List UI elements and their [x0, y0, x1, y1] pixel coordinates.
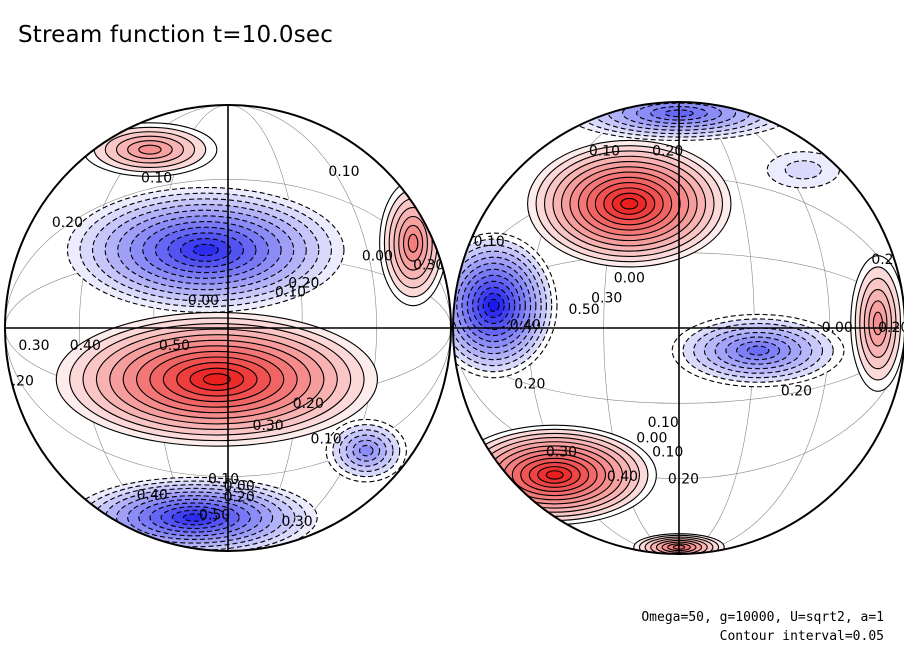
contour-line — [746, 345, 770, 356]
stream-cell — [671, 313, 845, 388]
stream-cell — [82, 122, 218, 177]
contour-label: 0.10 — [474, 234, 505, 250]
contour-label: 0.20 — [224, 489, 255, 505]
contour-label: 0.20 — [871, 252, 902, 268]
stream-cell — [71, 476, 318, 551]
contour-label: 0.00 — [362, 249, 393, 265]
stream-cell — [850, 255, 904, 392]
contour-label: 0.40 — [510, 318, 541, 334]
stream-cell — [55, 311, 378, 447]
contour-label: 0.30 — [253, 418, 284, 434]
contour-label: 0.20 — [781, 383, 812, 399]
contour-label: 0.00 — [636, 431, 667, 447]
contour-label: 0.30 — [282, 514, 313, 530]
contour-line — [182, 513, 207, 522]
contour-label: 0.20 — [514, 377, 545, 393]
contour-label: 0.50 — [159, 338, 190, 354]
model-parameters: Omega=50, g=10000, U=sqrt2, a=1 — [641, 610, 884, 625]
contour-label: 0.40 — [137, 487, 168, 503]
stream-cell — [527, 139, 732, 268]
contour-label: 0.20 — [652, 144, 683, 160]
contour-label: 0.10 — [652, 444, 683, 460]
contour-label: 0.10 — [328, 164, 359, 180]
stream-cell — [379, 180, 448, 307]
right-hemisphere: 0.10 0.200.100.000.300.500.400.200.000.20… — [452, 101, 904, 555]
contour-line — [407, 233, 419, 253]
contour-label: 0.50 — [199, 507, 230, 523]
contour-line — [138, 144, 162, 155]
contour-line — [487, 298, 500, 312]
footer-annotation: Omega=50, g=10000, U=sqrt2, a=1 Contour … — [641, 608, 884, 646]
contour-label: 0.50 — [568, 302, 599, 318]
contour-label: 0.10 — [141, 171, 172, 187]
contour-label: 0.20 — [288, 275, 319, 291]
contour-label: 0.20 — [52, 215, 83, 231]
contour-label: 0.10 — [648, 415, 679, 431]
contour-line — [359, 444, 374, 457]
contour-label: 0.00 — [188, 293, 219, 309]
contour-line — [202, 373, 231, 386]
contour-label: 0.20 — [3, 374, 34, 390]
left-hemisphere: 0.100.200.100.000.300.200.100.000.500.40… — [3, 104, 452, 552]
contour-label: 0.00 — [224, 478, 255, 494]
contour-label: 0.30 — [18, 338, 49, 354]
contour-line — [545, 470, 564, 480]
contour-line — [192, 243, 219, 257]
contour-interval: Contour interval=0.05 — [719, 629, 884, 644]
contour-label: 0.30 — [413, 258, 444, 274]
figure-title: Stream function t=10.0sec — [18, 22, 334, 48]
contour-label: 0.10 — [589, 144, 620, 160]
stream-cell — [453, 232, 558, 379]
contour-label: 0.20 — [293, 396, 324, 412]
contour-label: 0.40 — [607, 469, 638, 485]
contour-line — [620, 197, 639, 210]
contour-label: 0.10 — [208, 472, 239, 488]
stream-cell — [766, 151, 841, 189]
contour-label: 0.40 — [70, 338, 101, 354]
contour-label: 0.10 — [275, 284, 306, 300]
contour-label: 0.00 — [614, 270, 645, 286]
contour-line — [872, 311, 883, 336]
contour-label: 0.30 — [591, 291, 622, 307]
contour-label: 0.10 — [311, 432, 342, 448]
contour-line — [784, 160, 822, 180]
stream-cell — [325, 418, 407, 483]
contour-label: 0.30 — [546, 444, 577, 460]
stream-cell — [66, 186, 345, 313]
contour-label: 0.20 — [668, 471, 699, 487]
